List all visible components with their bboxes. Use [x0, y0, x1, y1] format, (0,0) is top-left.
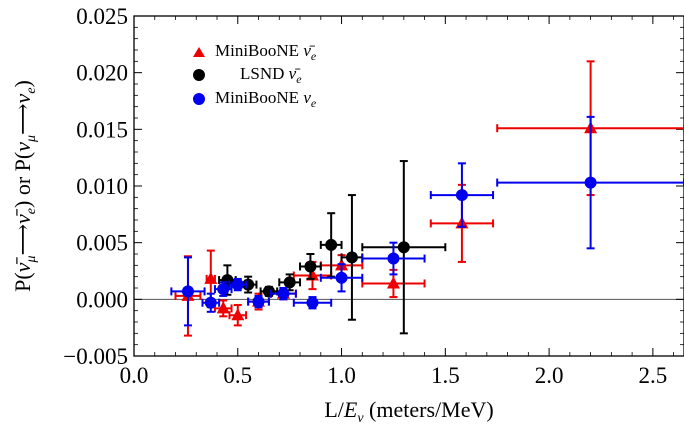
data-point [201, 292, 221, 313]
marker-circle [231, 278, 244, 291]
legend-label-miniboone-antinu: MiniBooNE ν̄e [215, 41, 317, 63]
marker-circle [283, 276, 296, 289]
data-point [228, 304, 248, 327]
marker-circle [306, 296, 319, 309]
y-tick-label: 0.000 [76, 287, 128, 312]
data-point [269, 287, 297, 301]
marker-circle [304, 260, 317, 273]
x-axis-title: L/Eν (meters/MeV) [324, 397, 493, 426]
x-tick-label: 1.0 [327, 363, 356, 388]
marker-circle [252, 295, 265, 308]
y-tick-label: 0.020 [76, 61, 128, 86]
data-point [204, 249, 218, 309]
x-tick-label: 0.5 [223, 363, 252, 388]
marker-circle [335, 271, 348, 284]
legend-marker-triangle [193, 47, 205, 57]
data-point [278, 273, 302, 292]
marker-circle [204, 296, 217, 309]
data-point [259, 285, 279, 298]
legend-marker-circle-blue [193, 93, 205, 105]
legend-marker-circle-black [193, 69, 205, 81]
x-tick-label: 2.0 [535, 363, 564, 388]
series-2 [170, 115, 684, 327]
marker-circle [397, 241, 410, 254]
data-point [299, 253, 322, 280]
data-point [429, 162, 495, 228]
data-point [319, 212, 343, 278]
y-tick-label: 0.010 [76, 174, 128, 199]
y-tick-label: −0.005 [63, 344, 128, 369]
legend-item-miniboone-antinu: MiniBooNE ν̄e [193, 41, 317, 63]
y-axis: −0.005 0.000 0.005 0.010 0.015 0.020 0.025 [63, 4, 684, 369]
marker-circle [325, 238, 338, 251]
legend-item-lsnd: LSND ν̄e [193, 64, 302, 86]
y-tick-label: 0.025 [76, 4, 128, 29]
data-point [340, 194, 364, 321]
y-axis-title: P(ν̄μ⟶ν̄e) or P(νμ⟶νe) [10, 80, 39, 292]
marker-triangle [204, 271, 218, 284]
data-point [292, 296, 333, 310]
plot-frame [133, 15, 684, 357]
x-tick-label: 0.0 [120, 363, 149, 388]
series-layer [170, 60, 684, 337]
series-1 [218, 160, 447, 335]
marker-triangle [386, 276, 400, 289]
legend-label-lsnd: LSND ν̄e [240, 64, 302, 86]
legend-item-miniboone-nu: MiniBooNE νe [193, 88, 317, 110]
data-point [213, 299, 233, 318]
data-point [292, 260, 333, 291]
marker-circle [345, 251, 358, 264]
data-point [496, 115, 684, 250]
data-point [170, 256, 206, 327]
marker-circle [387, 252, 400, 265]
legend-label-miniboone-nu: MiniBooNE νe [215, 88, 317, 110]
marker-circle [277, 287, 290, 300]
data-point [319, 263, 364, 293]
data-point [228, 277, 248, 292]
legend: MiniBooNE ν̄e LSND ν̄e MiniBooNE νe [193, 41, 317, 110]
y-tick-label: 0.015 [76, 117, 128, 142]
y-tick-label: 0.005 [76, 231, 128, 256]
data-point [361, 160, 447, 335]
x-tick-label: 2.5 [638, 363, 667, 388]
x-tick-label: 1.5 [431, 363, 460, 388]
marker-circle [262, 285, 275, 298]
marker-triangle [305, 268, 319, 281]
marker-circle [181, 285, 194, 298]
data-point [213, 281, 233, 297]
marker-triangle [231, 308, 245, 321]
data-point [361, 241, 426, 276]
data-point [247, 294, 270, 309]
x-axis: 0.0 0.5 1.0 1.5 2.0 2.5 [120, 16, 675, 388]
marker-circle [455, 189, 468, 202]
marker-triangle [216, 301, 230, 314]
marker-circle [584, 176, 597, 189]
marker-circle [217, 283, 230, 296]
